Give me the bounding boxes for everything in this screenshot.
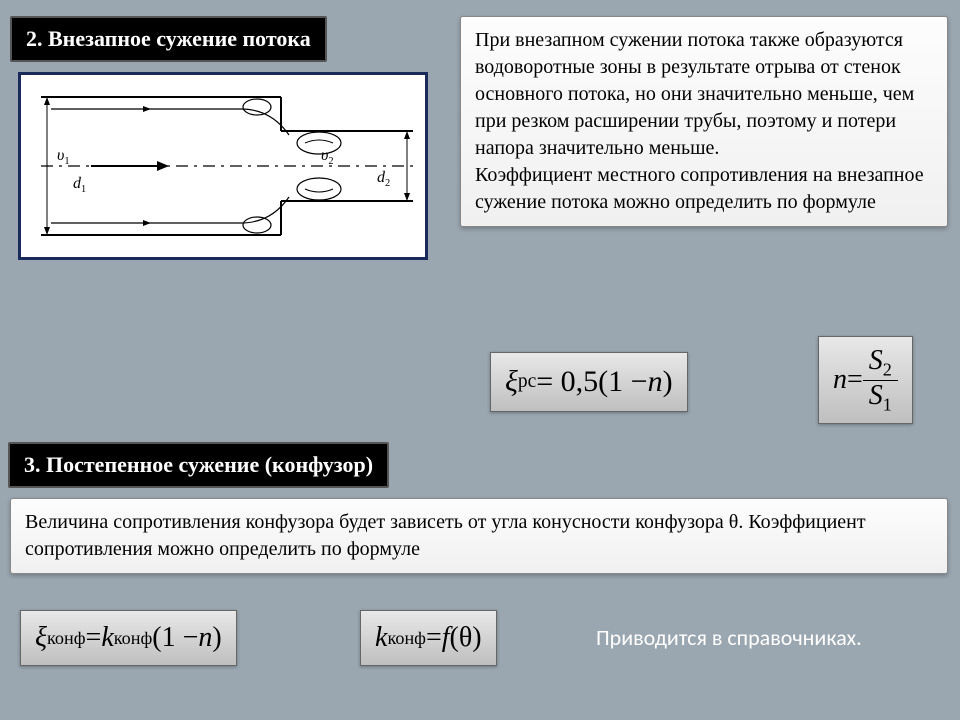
section-3-heading: 3. Постепенное сужение (конфузор): [8, 442, 389, 488]
diagram-svg: [21, 75, 425, 257]
label-v1: υ1: [57, 147, 70, 167]
label-d1: d1: [73, 175, 86, 195]
desc2-text: При внезапном сужении потока также образ…: [475, 29, 924, 213]
label-v2: υ2: [321, 147, 334, 167]
formula-k-theta: kконф = f(θ): [360, 610, 497, 666]
section-2-heading: 2. Внезапное сужение потока: [10, 16, 327, 62]
contraction-diagram: υ1 υ2 d1 d2: [18, 72, 428, 260]
reference-note: Приводится в справочниках.: [596, 624, 862, 651]
desc3-text: Величина сопротивления конфузора будет з…: [25, 511, 866, 560]
label-d2: d2: [377, 169, 390, 189]
section-2-description: При внезапном сужении потока также образ…: [460, 16, 948, 227]
formula-xi-conf: ξконф = kконф (1 − n): [20, 610, 237, 666]
section-3-description: Величина сопротивления конфузора будет з…: [10, 498, 948, 574]
formula-xi-rc: ξрс = 0,5(1 − n): [490, 352, 688, 412]
formula-n: n = S2 S1: [818, 336, 913, 424]
